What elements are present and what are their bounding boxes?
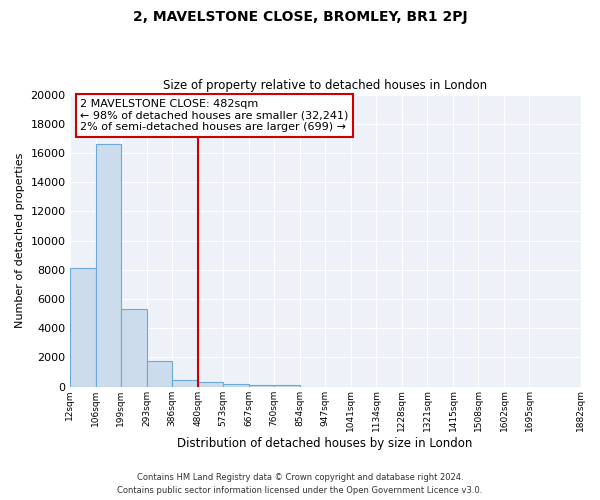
- Bar: [249, 385, 274, 386]
- Bar: [121, 309, 146, 386]
- Text: 2, MAVELSTONE CLOSE, BROMLEY, BR1 2PJ: 2, MAVELSTONE CLOSE, BROMLEY, BR1 2PJ: [133, 10, 467, 24]
- Text: 2 MAVELSTONE CLOSE: 482sqm
← 98% of detached houses are smaller (32,241)
2% of s: 2 MAVELSTONE CLOSE: 482sqm ← 98% of deta…: [80, 99, 349, 132]
- Title: Size of property relative to detached houses in London: Size of property relative to detached ho…: [163, 79, 487, 92]
- Bar: [223, 384, 249, 386]
- Bar: [95, 144, 121, 386]
- Bar: [172, 380, 197, 386]
- Bar: [146, 361, 172, 386]
- X-axis label: Distribution of detached houses by size in London: Distribution of detached houses by size …: [178, 437, 473, 450]
- Bar: [274, 385, 300, 386]
- Y-axis label: Number of detached properties: Number of detached properties: [15, 153, 25, 328]
- Text: Contains HM Land Registry data © Crown copyright and database right 2024.
Contai: Contains HM Land Registry data © Crown c…: [118, 474, 482, 495]
- Bar: [70, 268, 95, 386]
- Bar: [197, 382, 223, 386]
